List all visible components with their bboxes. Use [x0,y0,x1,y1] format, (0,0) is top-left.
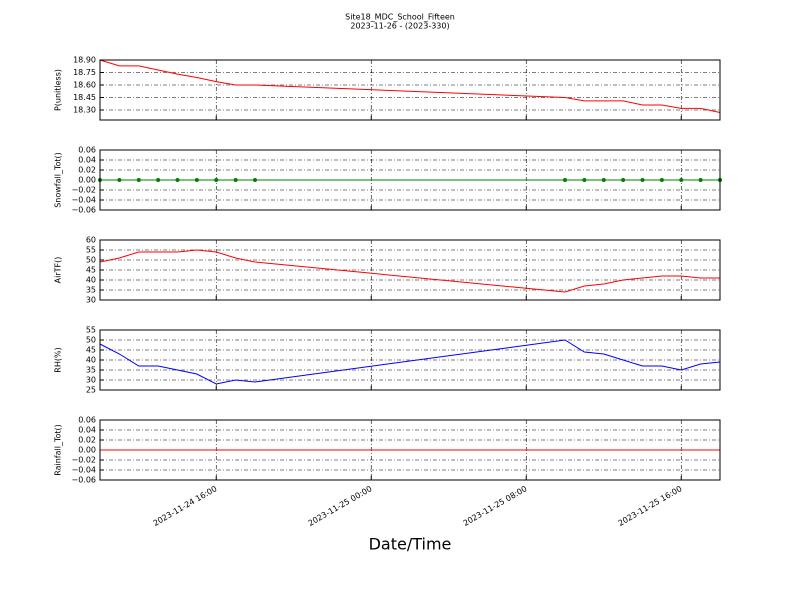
y-tick-label: −0.04 [71,196,96,205]
data-point [233,178,238,182]
data-point [194,178,199,182]
y-tick-label: 18.45 [73,93,96,102]
y-tick-label: 0.06 [78,416,96,425]
y-axis-label: Snowfall_Tot() [54,152,63,208]
y-tick-label: 55 [86,326,96,335]
y-tick-label: 50 [86,256,96,265]
data-point [156,178,161,182]
y-tick-label: 0.06 [78,146,96,155]
y-axis-label: AirTF() [54,257,63,284]
y-tick-label: −0.04 [71,466,96,475]
data-point [136,178,141,182]
y-axis-label: Rainfall_Tot() [54,424,63,476]
y-tick-label: 25 [86,386,96,395]
y-tick-label: 30 [86,296,96,305]
y-tick-label: 18.60 [73,81,96,90]
y-tick-label: 45 [86,346,96,355]
data-line [99,59,721,113]
y-tick-label: −0.02 [71,456,96,465]
y-tick-label: 45 [86,266,96,275]
data-point [214,178,219,182]
y-tick-label: −0.06 [71,476,96,485]
y-tick-label: 35 [86,286,96,295]
y-tick-label: 40 [86,276,96,285]
data-point [582,178,587,182]
data-point [640,178,645,182]
data-line [99,249,720,293]
y-tick-label: 18.75 [73,68,96,77]
data-point [679,178,684,182]
y-tick-label: 0.00 [78,176,96,185]
y-tick-label: 0.00 [78,446,96,455]
y-tick-label: 0.02 [78,166,96,175]
axes-frame [99,239,721,301]
data-line [99,339,721,385]
data-point [253,178,257,182]
y-tick-label: 60 [86,236,96,245]
y-tick-label: 30 [86,376,96,385]
y-tick-label: 0.04 [78,156,96,165]
y-tick-label: 50 [86,336,96,345]
y-tick-label: 0.04 [78,426,96,435]
x-axis-label: Date/Time [369,535,452,554]
y-tick-label: 18.90 [73,56,96,65]
y-tick-label: 18.30 [73,106,96,115]
y-tick-label: 0.02 [78,436,96,445]
data-point [563,178,567,182]
data-point [117,178,122,182]
data-point [698,178,703,182]
axes-frame [99,149,721,211]
y-tick-label: −0.06 [71,206,96,215]
chart-title: Site18_MDC_School_Fifteen [345,13,455,22]
axes-frame [99,59,721,121]
y-tick-label: −0.02 [71,186,96,195]
y-axis-label: RH(%) [54,347,63,372]
data-point [659,178,664,182]
data-point [601,178,606,182]
axes-frame [99,419,721,481]
data-point [621,178,626,182]
y-tick-label: 35 [86,366,96,375]
y-tick-label: 40 [86,356,96,365]
y-tick-label: 55 [86,246,96,255]
y-axis-label: P(unitless) [54,69,63,111]
chart-subtitle: 2023-11-26 - (2023-330) [350,22,449,31]
data-point [175,178,180,182]
axes-frame [99,329,721,391]
